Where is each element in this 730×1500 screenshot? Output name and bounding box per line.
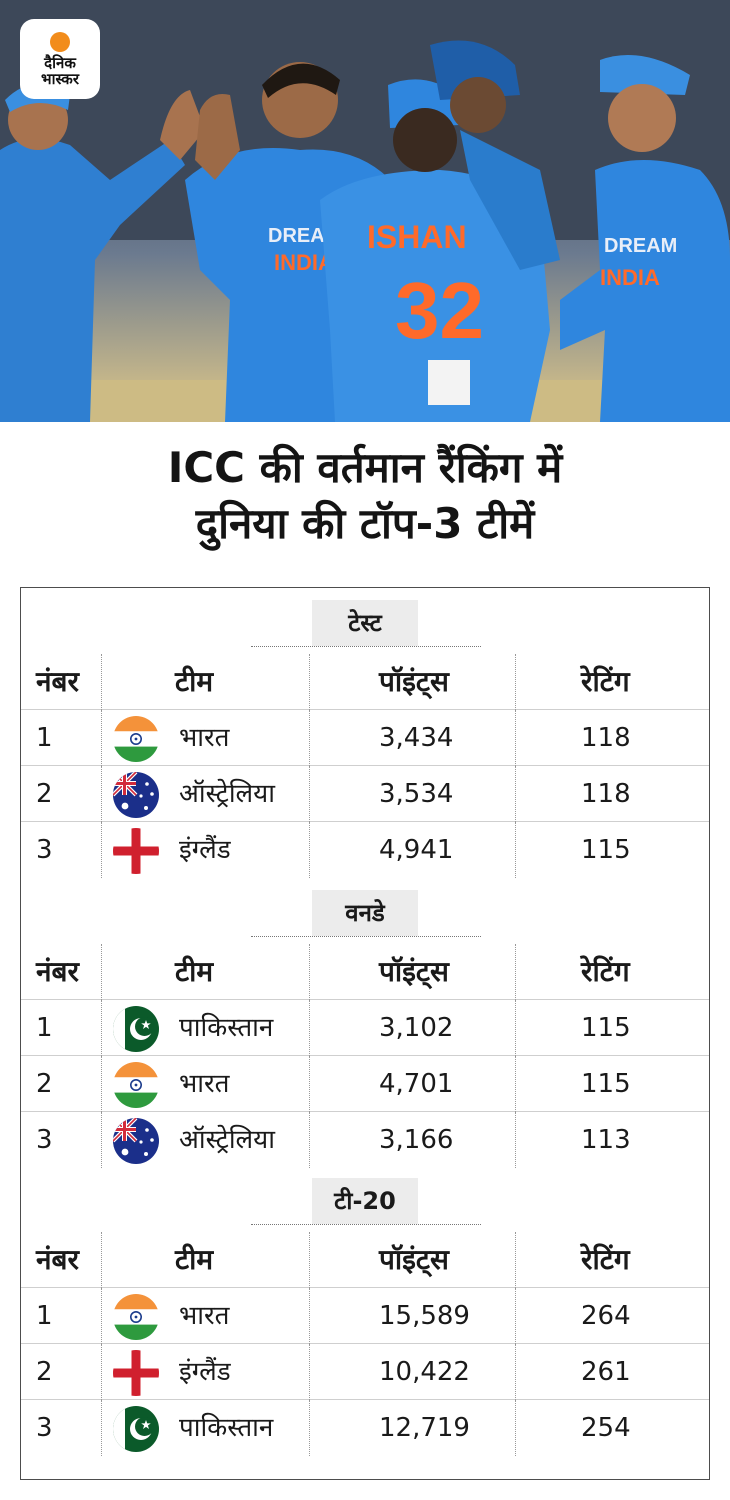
rating-cell: 115 bbox=[581, 1069, 631, 1099]
rating-cell: 261 bbox=[581, 1357, 631, 1387]
section-label: वनडे bbox=[312, 890, 418, 936]
header-points: पॉइंट्स bbox=[379, 1243, 449, 1276]
points-cell: 3,166 bbox=[379, 1125, 454, 1155]
rating-cell: 254 bbox=[581, 1413, 631, 1443]
points-cell: 4,941 bbox=[379, 835, 454, 865]
jersey-name: ISHAN bbox=[367, 219, 467, 255]
header-team: टीम bbox=[175, 665, 214, 698]
table-header: नंबर टीम पॉइंट्स रेटिंग bbox=[21, 1232, 709, 1288]
section-label: टी-20 bbox=[312, 1178, 418, 1224]
team-cell: इंग्लैंड bbox=[179, 835, 231, 865]
header-points: पॉइंट्स bbox=[379, 665, 449, 698]
points-cell: 4,701 bbox=[379, 1069, 454, 1099]
pakistan-flag-icon bbox=[113, 1006, 159, 1052]
team-cell: इंग्लैंड bbox=[179, 1357, 231, 1387]
rank-cell: 3 bbox=[36, 1413, 53, 1443]
section-label: टेस्ट bbox=[312, 600, 418, 646]
headline: ICC की वर्तमान रैंकिंग में दुनिया की टॉप… bbox=[0, 440, 730, 552]
points-cell: 10,422 bbox=[379, 1357, 470, 1387]
section-test: टेस्ट नंबर टीम पॉइंट्स रेटिंग 1 भारत 3,4… bbox=[21, 588, 709, 878]
divider bbox=[251, 936, 481, 937]
points-cell: 3,102 bbox=[379, 1013, 454, 1043]
points-cell: 12,719 bbox=[379, 1413, 470, 1443]
logo-text-line1: दैनिक bbox=[44, 53, 76, 72]
india-flag-icon bbox=[113, 1062, 159, 1108]
headline-line1: ICC की वर्तमान रैंकिंग में bbox=[167, 443, 563, 492]
india-flag-icon bbox=[113, 716, 159, 762]
header-team: टीम bbox=[175, 955, 214, 988]
team-cell: ऑस्ट्रेलिया bbox=[179, 779, 275, 809]
header-rank: नंबर bbox=[36, 1243, 79, 1276]
australia-flag-icon bbox=[113, 772, 159, 818]
rank-cell: 1 bbox=[36, 723, 53, 753]
rank-cell: 2 bbox=[36, 1357, 53, 1387]
rank-cell: 3 bbox=[36, 835, 53, 865]
rating-cell: 113 bbox=[581, 1125, 631, 1155]
england-flag-icon bbox=[113, 1350, 159, 1396]
table-row: 1 भारत 3,434 118 bbox=[21, 710, 709, 766]
rating-cell: 118 bbox=[581, 779, 631, 809]
team-cell: भारत bbox=[179, 1301, 230, 1331]
dainik-bhaskar-logo: दैनिक भास्कर bbox=[20, 19, 100, 99]
table-row: 3 इंग्लैंड 4,941 115 bbox=[21, 822, 709, 878]
table-row: 1 पाकिस्तान 3,102 115 bbox=[21, 1000, 709, 1056]
section-t20: टी-20 नंबर टीम पॉइंट्स रेटिंग 1 भारत 15,… bbox=[21, 1166, 709, 1466]
header-team: टीम bbox=[175, 1243, 214, 1276]
logo-text-line2: भास्कर bbox=[41, 69, 79, 88]
header-rating: रेटिंग bbox=[581, 1243, 630, 1276]
table-row: 1 भारत 15,589 264 bbox=[21, 1288, 709, 1344]
team-cell: पाकिस्तान bbox=[179, 1413, 274, 1443]
team-cell: भारत bbox=[179, 1069, 230, 1099]
rank-cell: 1 bbox=[36, 1013, 53, 1043]
rating-cell: 115 bbox=[581, 835, 631, 865]
rank-cell: 3 bbox=[36, 1125, 53, 1155]
table-row: 2 इंग्लैंड 10,422 261 bbox=[21, 1344, 709, 1400]
header-rating: रेटिंग bbox=[581, 955, 630, 988]
rank-cell: 2 bbox=[36, 1069, 53, 1099]
team-cell: पाकिस्तान bbox=[179, 1013, 274, 1043]
table-row: 3 ऑस्ट्रेलिया 3,166 113 bbox=[21, 1112, 709, 1168]
header-rank: नंबर bbox=[36, 955, 79, 988]
england-flag-icon bbox=[113, 828, 159, 874]
header-rank: नंबर bbox=[36, 665, 79, 698]
rankings-box: टेस्ट नंबर टीम पॉइंट्स रेटिंग 1 भारत 3,4… bbox=[20, 587, 710, 1480]
table-row: 3 पाकिस्तान 12,719 254 bbox=[21, 1400, 709, 1456]
svg-text:DREAM: DREAM bbox=[604, 235, 677, 257]
sun-icon bbox=[50, 31, 70, 52]
rank-cell: 2 bbox=[36, 779, 53, 809]
pakistan-flag-icon bbox=[113, 1406, 159, 1452]
rank-cell: 1 bbox=[36, 1301, 53, 1331]
section-odi: वनडे नंबर टीम पॉइंट्स रेटिंग 1 पाकिस्तान… bbox=[21, 878, 709, 1168]
table-row: 2 ऑस्ट्रेलिया 3,534 118 bbox=[21, 766, 709, 822]
rating-cell: 264 bbox=[581, 1301, 631, 1331]
team-cell: ऑस्ट्रेलिया bbox=[179, 1125, 275, 1155]
points-cell: 3,434 bbox=[379, 723, 454, 753]
header-points: पॉइंट्स bbox=[379, 955, 449, 988]
hero-photo: DREAM INDIA ISHAN 32 DREAM INDIA दैनिक भ… bbox=[0, 0, 730, 422]
headline-line2: दुनिया की टॉप-3 टीमें bbox=[195, 499, 535, 548]
jersey-chest-text-2: INDIA bbox=[274, 250, 334, 275]
points-cell: 15,589 bbox=[379, 1301, 470, 1331]
australia-flag-icon bbox=[113, 1118, 159, 1164]
divider bbox=[251, 646, 481, 647]
table-header: नंबर टीम पॉइंट्स रेटिंग bbox=[21, 944, 709, 1000]
rating-cell: 115 bbox=[581, 1013, 631, 1043]
team-cell: भारत bbox=[179, 723, 230, 753]
header-rating: रेटिंग bbox=[581, 665, 630, 698]
players-illustration: DREAM INDIA ISHAN 32 DREAM INDIA bbox=[0, 0, 730, 422]
svg-text:INDIA: INDIA bbox=[600, 265, 660, 290]
table-header: नंबर टीम पॉइंट्स रेटिंग bbox=[21, 654, 709, 710]
table-row: 2 भारत 4,701 115 bbox=[21, 1056, 709, 1112]
points-cell: 3,534 bbox=[379, 779, 454, 809]
divider bbox=[251, 1224, 481, 1225]
rating-cell: 118 bbox=[581, 723, 631, 753]
jersey-number: 32 bbox=[395, 266, 484, 355]
india-flag-icon bbox=[113, 1294, 159, 1340]
